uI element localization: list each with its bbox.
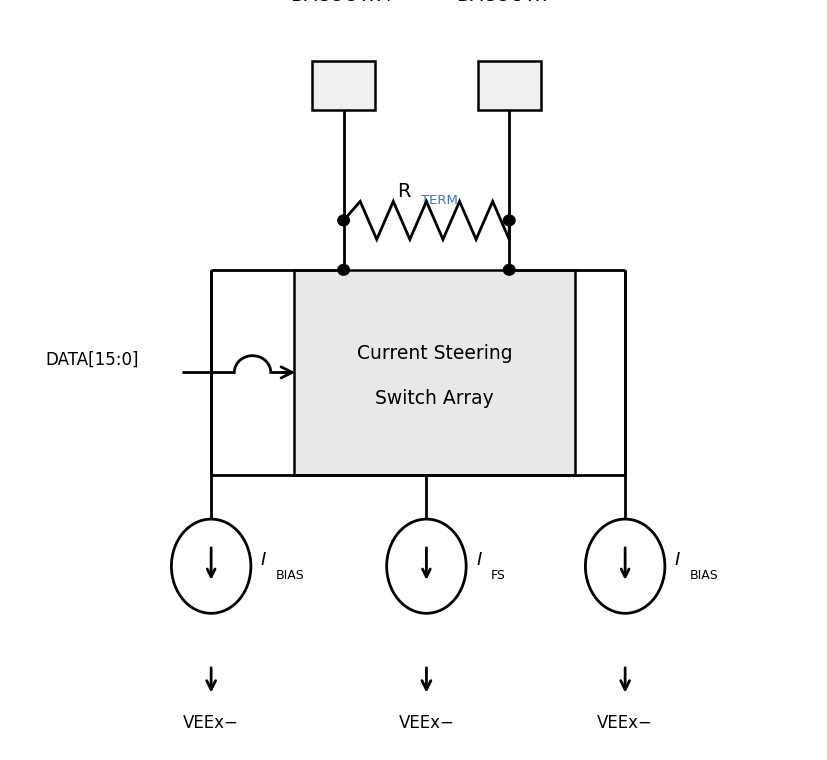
Text: TERM: TERM [420, 194, 457, 207]
Text: R: R [397, 182, 410, 201]
Text: DATA[15:0]: DATA[15:0] [45, 350, 139, 369]
Text: VEEx−: VEEx− [398, 714, 454, 733]
Circle shape [503, 215, 514, 226]
Text: VEEx−: VEEx− [596, 714, 653, 733]
Text: VEEx−: VEEx− [183, 714, 239, 733]
Text: DACOUTx+: DACOUTx+ [290, 0, 396, 5]
Text: I: I [261, 551, 265, 569]
Text: BIAS: BIAS [275, 568, 304, 582]
Ellipse shape [171, 519, 251, 613]
Text: DACOUTx−: DACOUTx− [456, 0, 562, 5]
Circle shape [503, 264, 514, 275]
Text: I: I [674, 551, 679, 569]
Bar [294, 270, 575, 475]
Ellipse shape [585, 519, 664, 613]
Text: Current Steering: Current Steering [356, 344, 512, 363]
Bar [312, 61, 375, 110]
Text: I: I [476, 551, 480, 569]
Ellipse shape [386, 519, 466, 613]
Text: BIAS: BIAS [689, 568, 718, 582]
Circle shape [337, 215, 349, 226]
Bar [477, 61, 540, 110]
Text: Switch Array: Switch Array [375, 389, 494, 409]
Circle shape [337, 264, 349, 275]
Text: FS: FS [490, 568, 505, 582]
